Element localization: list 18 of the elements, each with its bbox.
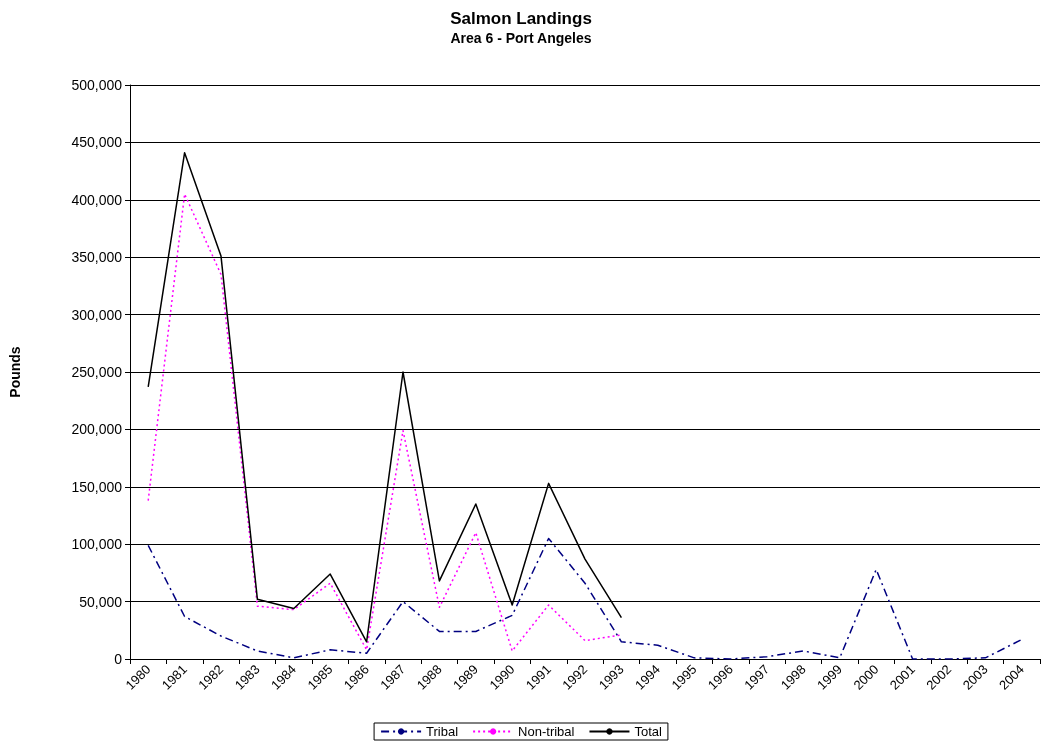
y-tick-label: 250,000 (71, 364, 123, 380)
legend-label: Non-tribal (518, 724, 575, 739)
y-tick-label: 150,000 (71, 478, 123, 495)
y-tick-label: 400,000 (71, 191, 123, 208)
y-tick-label: 350,000 (71, 249, 123, 266)
y-tick-label: 0 (114, 651, 123, 667)
chart-subtitle: Area 6 - Port Angeles (450, 30, 592, 46)
legend-label: Tribal (426, 724, 459, 739)
legend-label: Total (634, 724, 663, 739)
line-series (147, 537, 1023, 660)
chart-title: Salmon Landings (450, 9, 592, 28)
y-tick-label: 300,000 (71, 306, 123, 323)
y-tick-label: 450,000 (71, 134, 123, 151)
y-tick-label: 100,000 (71, 536, 123, 553)
y-tick-label: 500,000 (71, 77, 123, 93)
y-tick-label: 200,000 (71, 421, 123, 438)
y-tick-label: 50,000 (79, 593, 123, 610)
y-axis-title: Pounds (7, 346, 23, 398)
